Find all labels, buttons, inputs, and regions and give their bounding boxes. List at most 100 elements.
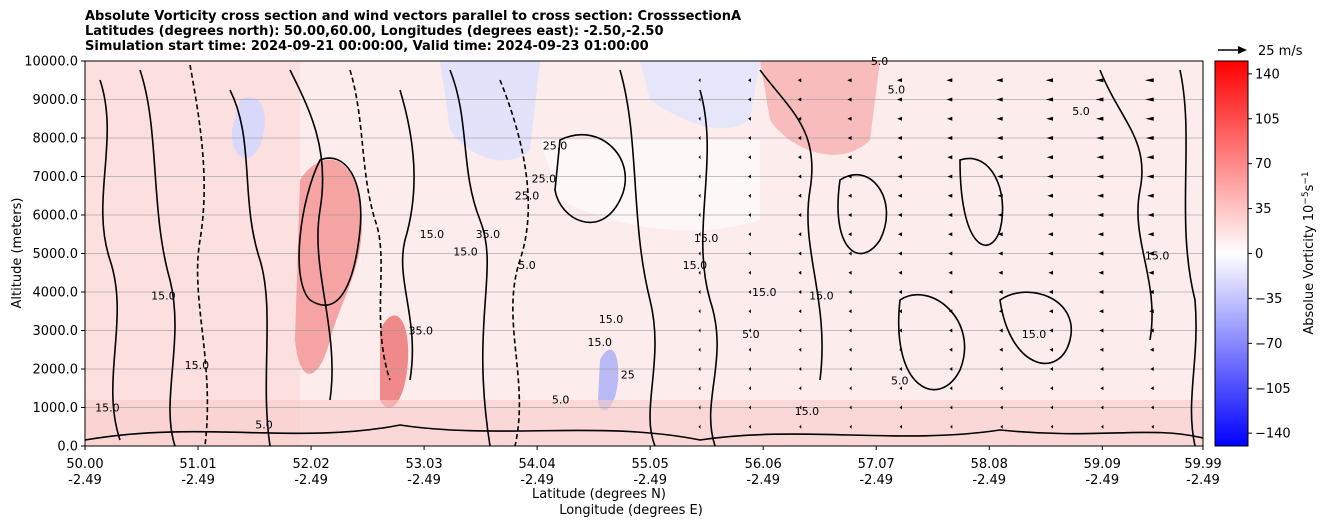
wind-vector	[1099, 309, 1104, 314]
wind-vector	[1151, 405, 1154, 410]
contour-line	[289, 69, 333, 401]
contour-line	[189, 64, 209, 446]
wind-vector	[947, 136, 953, 140]
y-tick-label: 4000.0	[33, 286, 79, 301]
contour-label: 35.0	[476, 228, 501, 241]
wind-vector	[748, 386, 751, 391]
wind-vector	[748, 213, 751, 217]
wind-vector	[698, 290, 701, 294]
x-tick-label-lon: -2.49	[1085, 473, 1119, 488]
x-tick-label-lat: 51.01	[179, 457, 216, 472]
wind-vector	[698, 251, 701, 256]
contour-label: 5.0	[888, 84, 906, 97]
wind-vector	[748, 424, 751, 429]
contour-line	[139, 69, 176, 446]
wind-vector	[1147, 213, 1154, 217]
wind-vector	[1046, 136, 1054, 140]
wind-vector	[848, 270, 852, 275]
contour-label: 25.0	[532, 172, 557, 185]
field-patch	[380, 315, 409, 408]
colorbar-tick-label: 70	[1255, 157, 1272, 172]
wind-vector	[1100, 405, 1104, 410]
wind-vector	[1145, 136, 1154, 140]
contour-label: 15.0	[453, 245, 478, 258]
field-patch	[85, 400, 1203, 446]
y-tick-label: 0.0	[57, 440, 78, 455]
wind-vector	[1150, 386, 1154, 391]
contour-label: 15.0	[95, 401, 120, 414]
wind-vector	[997, 174, 1003, 179]
wind-vector	[1050, 386, 1054, 391]
wind-vector	[798, 347, 802, 352]
wind-vector	[1045, 78, 1054, 83]
contour-line	[1179, 69, 1197, 446]
wind-vector	[798, 309, 802, 314]
wind-vector	[849, 367, 852, 371]
wind-vector	[698, 116, 701, 121]
wind-vector	[998, 309, 1003, 314]
wind-vector	[899, 405, 902, 410]
x-tick-label-lat: 56.06	[745, 457, 782, 472]
wind-vector	[848, 328, 852, 333]
wind-vector	[847, 78, 852, 83]
wind-vector	[997, 232, 1003, 237]
wind-vector	[798, 251, 802, 256]
wind-vector	[698, 136, 701, 140]
contour-label: 5.0	[891, 374, 909, 387]
wind-vector	[899, 347, 902, 352]
wind-vector	[748, 347, 751, 352]
wind-vector	[847, 97, 852, 102]
wind-vector	[848, 309, 852, 314]
x-tick-label-lon: -2.49	[633, 473, 667, 488]
colorbar-tick-label: −105	[1255, 382, 1291, 397]
contour-line	[349, 69, 391, 381]
y-tick-label: 3000.0	[33, 324, 79, 339]
wind-vector	[1047, 174, 1054, 179]
contour-line	[85, 424, 1203, 441]
wind-vector	[1047, 213, 1054, 217]
wind-vector	[946, 78, 953, 83]
wind-vector	[1151, 424, 1154, 429]
y-axis-label: Altitude (meters)	[10, 198, 25, 309]
wind-vector	[999, 386, 1003, 391]
wind-vector	[1149, 309, 1154, 314]
x-tick-label-lat: 59.99	[1184, 457, 1221, 472]
wind-vector	[798, 174, 802, 179]
wind-vector	[848, 347, 852, 352]
wind-vector	[748, 116, 751, 121]
wind-vector	[698, 328, 701, 333]
field-patch	[440, 61, 540, 161]
x-tick-label-lon: -2.49	[859, 473, 893, 488]
wind-vector	[1098, 270, 1104, 275]
contour-label: 15.0	[599, 313, 624, 326]
contour-line	[959, 157, 1004, 246]
wind-vector	[1148, 270, 1154, 275]
wind-vector	[698, 405, 701, 410]
wind-vector	[798, 232, 802, 237]
wind-vector	[948, 251, 953, 256]
wind-vector	[847, 155, 852, 160]
wind-vector	[848, 251, 852, 256]
wind-vector	[1049, 367, 1054, 371]
wind-vector	[1100, 367, 1104, 371]
wind-vector	[799, 424, 802, 429]
colorbar	[1214, 60, 1249, 447]
wind-vector	[1100, 386, 1104, 391]
wind-vector	[949, 367, 953, 371]
contour-label: 15.0	[151, 290, 176, 303]
contour-label: 15.0	[809, 290, 834, 303]
wind-vector	[698, 155, 701, 160]
contour-line	[499, 79, 530, 446]
wind-vector	[1149, 328, 1154, 333]
wind-vector	[847, 116, 852, 121]
field-patch	[540, 140, 760, 231]
x-axis-label-latitude: Latitude (degrees N)	[532, 487, 666, 502]
x-tick-label-lat: 54.04	[519, 457, 556, 472]
wind-vector	[748, 232, 751, 237]
wind-vector	[1101, 424, 1104, 429]
wind-vector	[798, 193, 802, 198]
wind-vector	[897, 193, 902, 198]
wind-vector	[897, 97, 902, 102]
wind-vector	[698, 270, 701, 275]
